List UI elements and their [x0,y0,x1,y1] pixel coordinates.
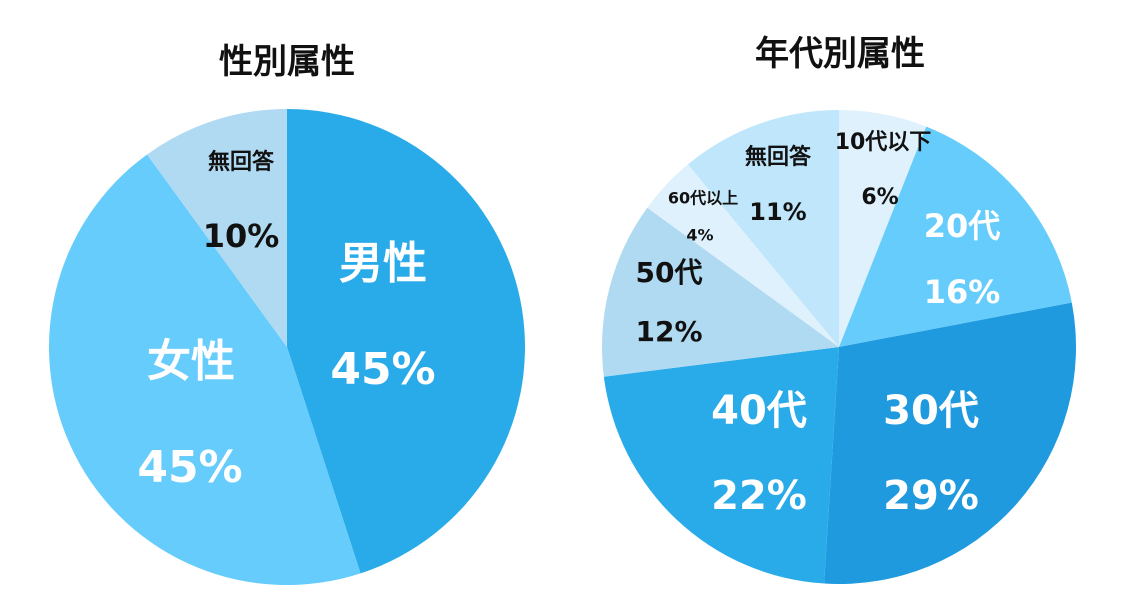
age-slice-label-3: 40代 [711,388,807,434]
age-pie-slice-6 [687,110,839,347]
age-slice-value-6: 11% [749,198,806,226]
age-chart-title: 年代別属性 [755,34,925,74]
age-slice-value-3: 22% [711,473,807,519]
age-slice-value-1: 16% [924,273,1001,311]
age-pie-slice-3 [603,347,839,584]
age-slice-value-0: 6% [861,185,898,210]
age-pie-slice-2 [824,302,1076,584]
gender-pie-slice-1 [48,154,361,585]
gender-slice-label-0: 男性 [339,238,427,289]
gender-slice-label-2: 無回答 [208,149,275,175]
age-pie-slice-4 [602,207,839,377]
age-slice-value-4: 12% [635,315,702,348]
gender-slice-value-2: 10% [203,217,280,255]
age-slice-label-6: 無回答 [745,144,812,170]
age-pie-slice-0 [839,110,927,347]
age-slice-label-0: 10代以下 [835,130,932,155]
age-slice-value-2: 29% [883,473,979,519]
age-slice-label-2: 30代 [883,388,979,434]
age-pie-slice-1 [839,126,1072,347]
age-slice-label-1: 20代 [924,207,1001,245]
gender-pie-slice-2 [147,109,287,347]
gender-slice-label-1: 女性 [147,336,235,387]
age-slice-label-4: 50代 [636,256,703,289]
age-slice-value-5: 4% [686,226,713,245]
gender-pie-slice-0 [287,109,525,574]
gender-chart-title: 性別属性 [219,42,355,82]
gender-slice-value-0: 45% [330,344,435,395]
age-slice-label-5: 60代以上 [668,189,738,208]
age-pie-chart: 10代以下 6% 20代 16% 30代 29% 40代 22% 50代 12% 60代以上 4% 無回… [602,110,1076,584]
age-pie-slice-5 [647,164,839,347]
gender-pie-chart: 男性 45% 女性 45% 無回答 10% [48,109,525,585]
gender-slice-value-1: 45% [137,442,242,493]
